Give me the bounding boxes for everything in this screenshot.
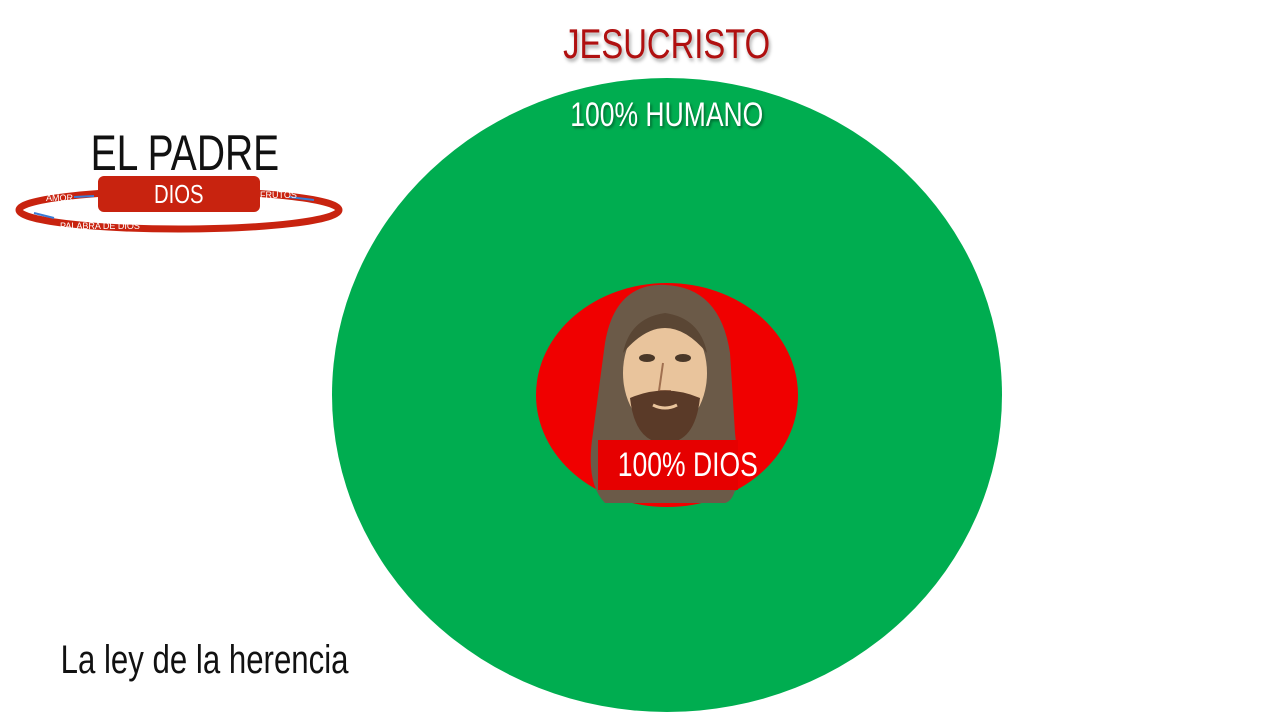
footer-caption: La ley de la herencia — [20, 638, 350, 683]
logo-heading: EL PADRE — [40, 124, 330, 182]
arrow-right-icon — [33, 212, 55, 219]
humanity-label-text: 100% HUMANO — [570, 96, 764, 134]
ring-label-amor: AMOR — [46, 193, 74, 203]
ring-label-frutos: FRUTOS — [260, 190, 297, 200]
logo-heading-text: EL PADRE — [90, 125, 280, 181]
title: JESUCRISTO — [500, 20, 834, 68]
footer-caption-text: La ley de la herencia — [60, 638, 349, 682]
title-text: JESUCRISTO — [563, 20, 771, 67]
arrow-left-icon — [73, 195, 95, 198]
divinity-label-text: 100% DIOS — [617, 446, 758, 484]
arrow-left-icon — [288, 196, 315, 201]
humanity-label: 100% HUMANO — [500, 96, 834, 135]
logo-center-text: DIOS — [154, 179, 204, 209]
logo-center-box: DIOS — [98, 176, 260, 212]
ring-label-palabra: PALABRA DE DIOS — [60, 221, 140, 231]
divinity-label: 100% DIOS — [598, 440, 758, 490]
